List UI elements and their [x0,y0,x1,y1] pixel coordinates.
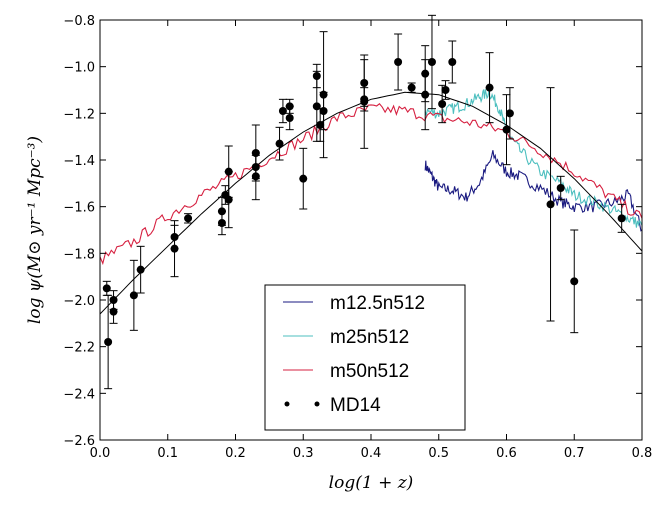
point-marker [394,58,403,66]
x-tick-label: 0.4 [361,446,382,461]
point-marker [285,114,294,122]
y-tick-label: −1.6 [63,201,95,216]
point-marker [275,139,284,148]
y-tick-label: −2.6 [63,434,95,449]
data-point [275,126,284,161]
y-axis-label: log ψ(M⊙ yr⁻¹ Mpc⁻³) [25,136,45,324]
point-marker [109,307,118,316]
point-marker [485,83,494,92]
point-marker [102,284,111,293]
series-line-m12-5n512 [424,150,643,232]
series-lines [99,89,643,315]
x-tick-label: 0.6 [496,446,517,461]
data-point [299,147,308,210]
point-marker [502,125,511,134]
legend-label-m50: m50n512 [330,361,409,382]
data-point [224,145,233,198]
data-point [448,40,457,84]
data-point [184,213,193,224]
point-marker [224,167,233,176]
point-marker [278,107,287,115]
data-point [217,210,226,236]
y-tick-label: −2.2 [63,341,95,356]
axis-ticks: 0.0 0.1 0.2 0.3 0.4 0.5 0.6 0.7 0.8 −2.6 −2.4 −2.2 −… [63,14,652,461]
data-point [485,52,494,124]
data-point [427,14,436,110]
data-point [278,98,287,124]
point-marker [617,214,626,223]
x-tick-label: 0.8 [632,446,653,461]
point-marker [251,172,260,181]
point-marker [129,291,138,300]
x-tick-label: 0.1 [157,446,178,461]
data-point [441,80,450,100]
point-marker [299,174,308,183]
point-marker [505,109,514,118]
data-point [421,59,430,131]
point-marker [438,100,447,108]
y-tick-label: −1.4 [63,154,95,169]
series-line-md14-fit [99,91,643,315]
data-point [109,299,118,324]
point-marker [319,107,328,115]
point-marker [441,86,450,94]
series-line-m50n512 [99,103,643,266]
data-point [102,280,111,296]
point-marker [556,184,565,192]
point-marker [570,277,579,286]
point-marker [170,244,179,253]
data-point [136,245,145,294]
data-point [505,87,514,140]
data-point [407,82,416,93]
point-marker [407,83,416,92]
point-marker [427,58,436,66]
legend-swatch-md14 [284,401,290,407]
x-tick-label: 0.0 [90,446,111,461]
data-point [319,91,328,131]
point-marker [316,121,325,129]
data-point [360,54,369,149]
y-tick-label: −1.0 [63,61,95,76]
x-tick-label: 0.7 [564,446,585,461]
x-axis-label: log(1 + z) [329,473,414,493]
point-marker [217,219,226,227]
x-tick-label: 0.3 [293,446,314,461]
data-point [129,259,138,331]
y-tick-label: −2.4 [63,387,95,402]
y-tick-label: −1.8 [63,247,95,262]
data-point [285,98,294,114]
x-tick-label: 0.2 [225,446,246,461]
x-tick-label: 0.5 [428,446,449,461]
legend: m12.5n512 m25n512 m50n512 MD14 [264,284,466,431]
point-marker [184,214,193,223]
data-point [546,87,555,322]
legend-label-m25: m25n512 [330,327,409,348]
md14-points [102,14,626,390]
data-point [394,33,403,91]
point-marker [104,338,113,346]
point-marker [136,265,145,274]
point-marker [421,90,430,99]
series-line-m25n512 [424,89,643,228]
y-tick-label: −1.2 [63,107,95,122]
data-point [251,152,260,201]
data-point [502,94,511,166]
data-point [285,105,294,131]
data-point [570,229,579,334]
data-point [617,203,626,233]
point-marker [360,97,369,106]
data-point [556,175,565,201]
data-point [104,294,113,390]
legend-label-md14: MD14 [330,395,381,416]
data-point [170,220,179,278]
point-marker [448,58,457,66]
y-tick-label: −0.8 [63,14,95,29]
point-marker [546,200,555,209]
y-tick-label: −2.0 [63,294,95,309]
legend-label-m12: m12.5n512 [330,293,425,314]
